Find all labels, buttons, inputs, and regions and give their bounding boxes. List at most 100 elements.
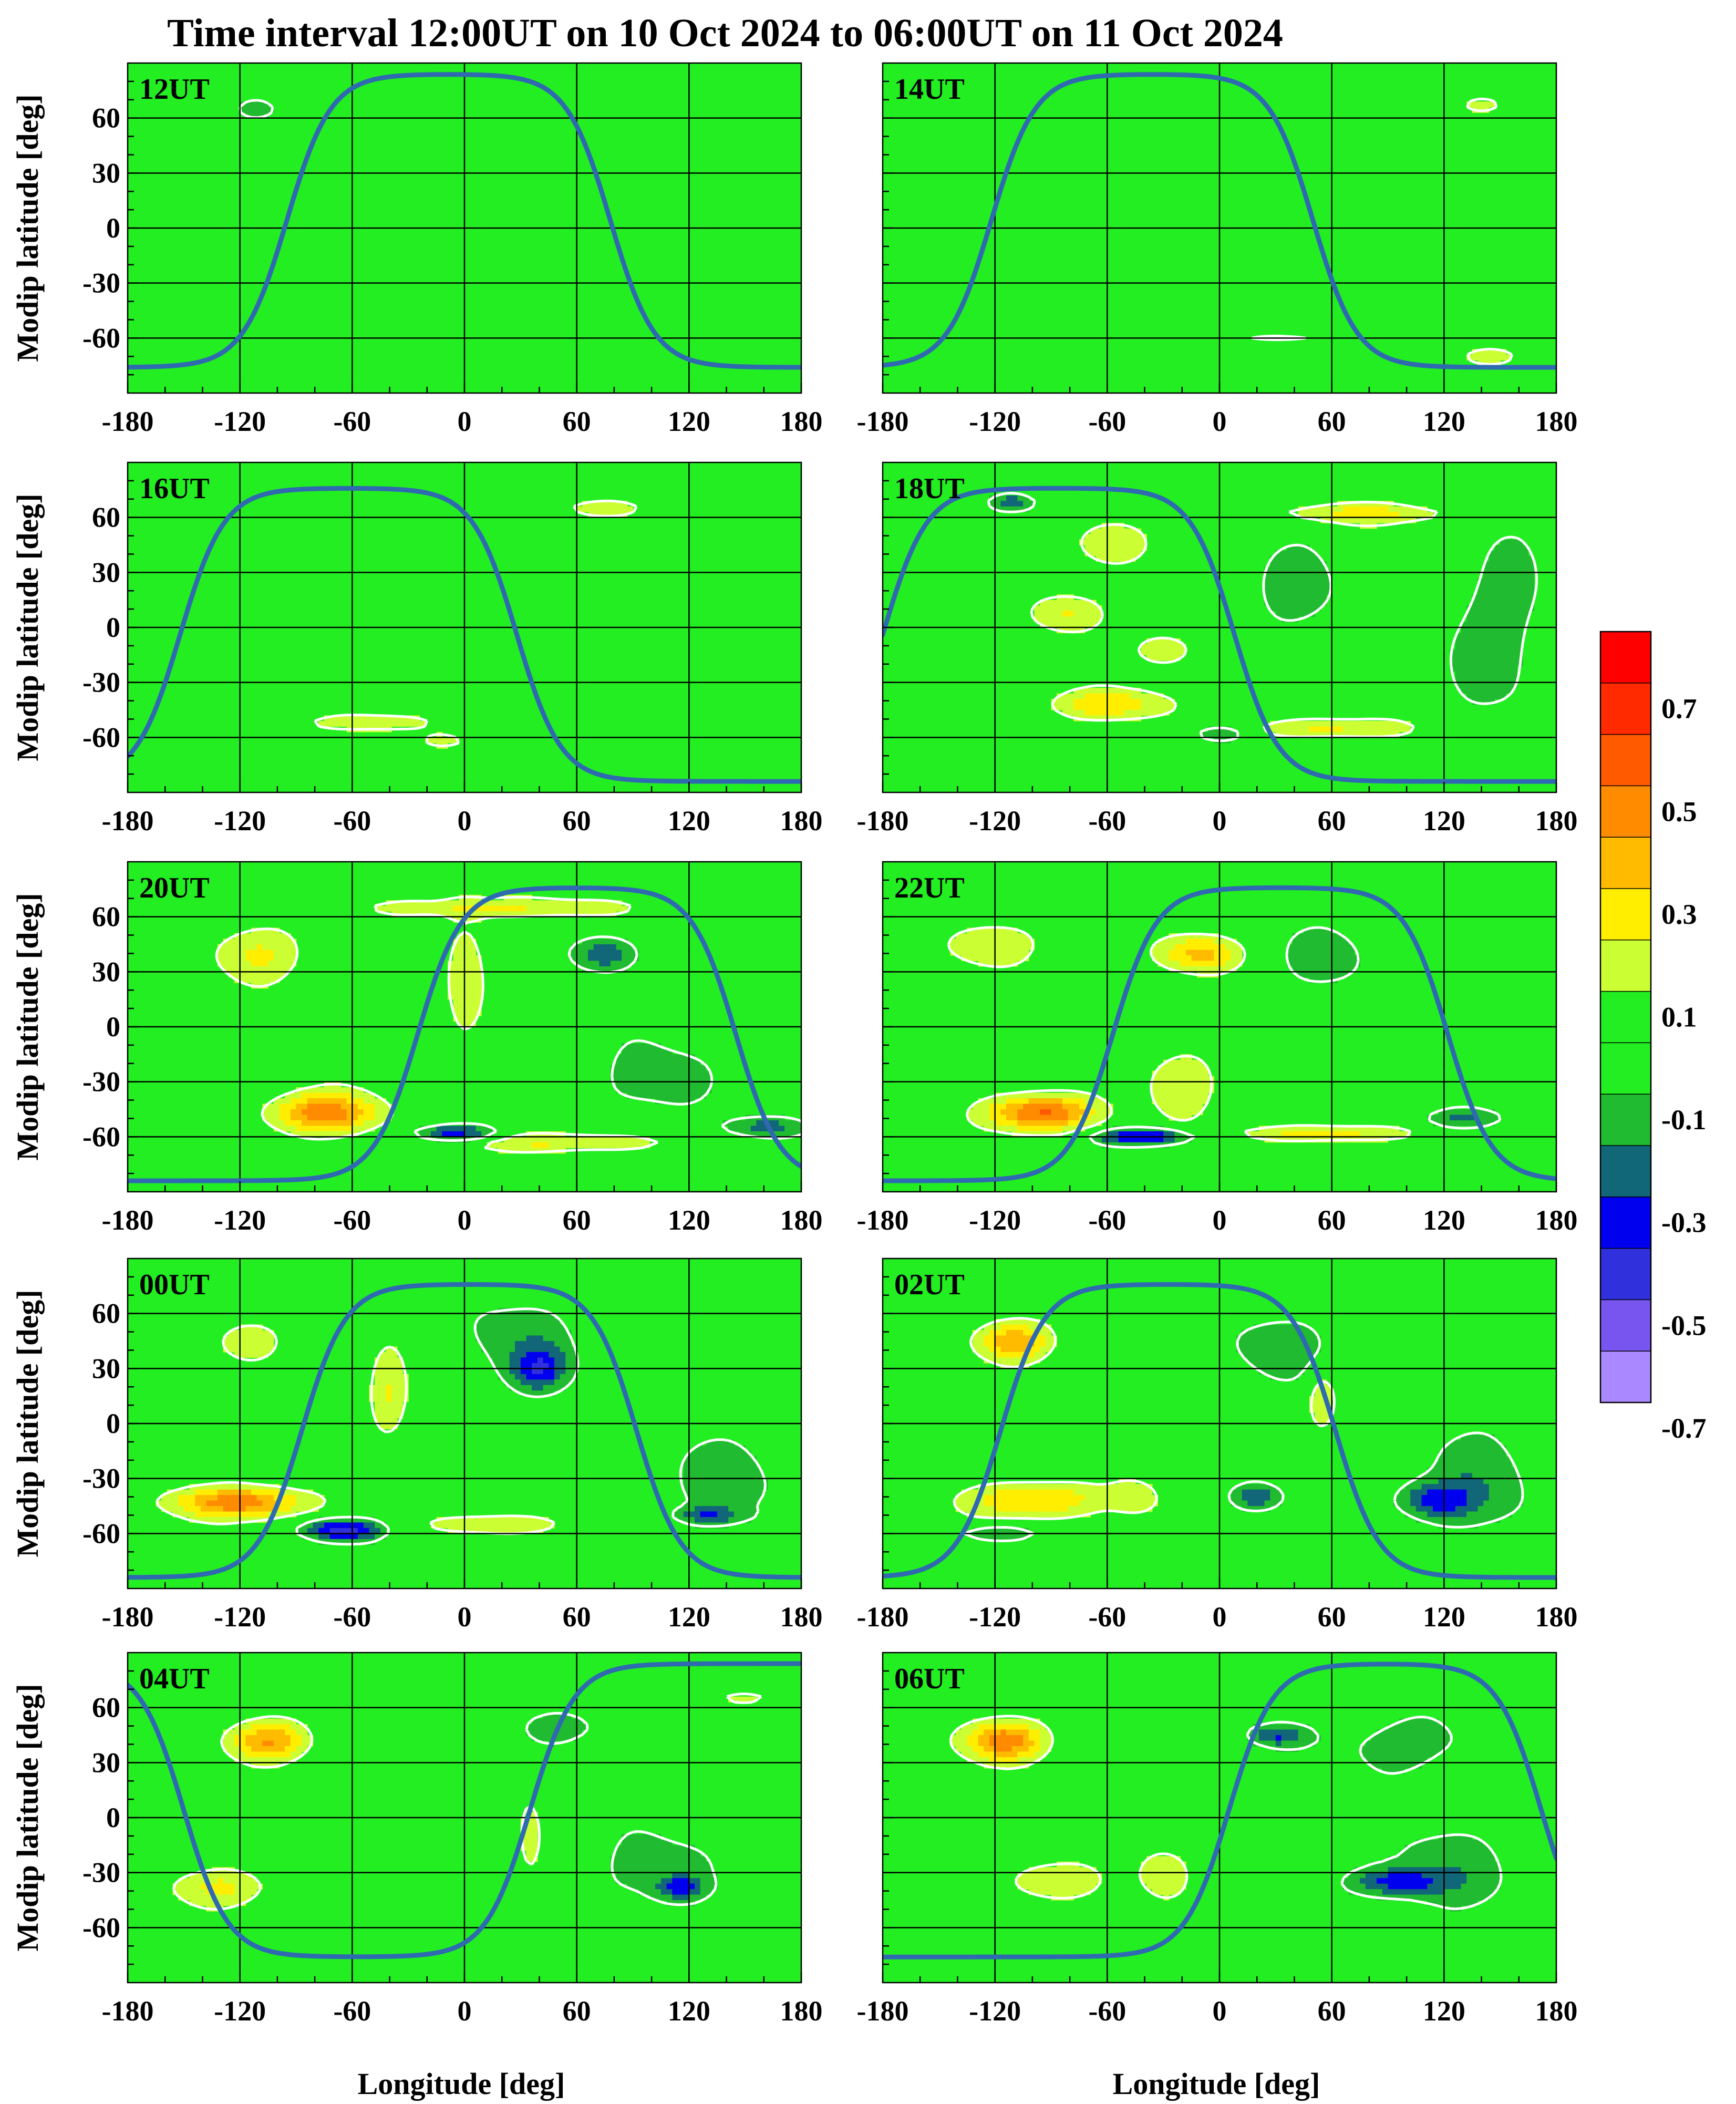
heatmap-cell [1068,1109,1074,1116]
x-tick-label: 180 [780,406,823,437]
heatmap-cell [1113,1142,1119,1148]
heatmap-cell [251,944,257,951]
heatmap-cell [1000,1495,1007,1501]
heatmap-cell [1494,1445,1501,1451]
contour-line [1088,926,1502,1149]
heatmap-cell [1057,1126,1063,1132]
heatmap-cell [1461,622,1467,628]
heatmap-cell [1494,1456,1501,1462]
heatmap-cell [706,1511,712,1518]
heatmap-cell [989,1098,996,1105]
heatmap-cell [341,1092,347,1099]
heatmap-cell [532,1363,538,1369]
heatmap-cell [223,1495,229,1501]
heatmap-cell [1084,1489,1091,1496]
heatmap-cell [476,994,482,1000]
heatmap-cell [346,1098,353,1105]
heatmap-cell [1477,622,1484,628]
heatmap-cell [1017,1120,1024,1126]
heatmap-cell [329,1533,336,1540]
heatmap-cell [380,1528,387,1534]
heatmap-cell [1489,616,1495,623]
heatmap-cell [1090,1506,1097,1512]
heatmap-cell [262,1751,268,1758]
heatmap-cell [324,1115,330,1121]
x-tick-label: 180 [780,805,823,837]
heatmap-cell [229,1735,235,1741]
heatmap-cell [1466,644,1473,650]
heatmap-cell [240,1735,246,1741]
heatmap-cell [627,1081,634,1088]
heatmap-cell [256,927,263,934]
heatmap-cell [1096,534,1102,540]
heatmap-cell [989,1489,996,1496]
heatmap-cell [358,720,364,727]
heatmap-cell [995,1098,1001,1105]
heatmap-cell [1472,600,1479,606]
heatmap-cell [397,1363,404,1369]
heatmap-cell [644,1054,650,1060]
heatmap-cell [593,905,600,912]
heatmap-cell [1320,972,1327,978]
heatmap-cell [1185,938,1192,945]
heatmap-cell [543,911,549,917]
y-axis-label: Modip latitude [deg] [11,493,45,761]
heatmap-cell [1494,594,1501,601]
heatmap-cell [1197,1092,1203,1099]
heatmap-cell [386,1407,392,1413]
heatmap-cell [666,1839,673,1845]
heatmap-cell [419,905,426,912]
heatmap-cell [1304,938,1310,945]
heatmap-cell [972,1495,979,1501]
x-tick-label: -120 [969,805,1021,837]
heatmap-cell [1304,555,1310,562]
heatmap-cell [1174,1065,1181,1071]
heatmap-cell [256,1506,263,1512]
heatmap-cell [733,1517,740,1523]
heatmap-cell [492,900,499,906]
heatmap-cell [476,1126,482,1132]
heatmap-cell [1090,1115,1097,1121]
heatmap-cell [689,1517,695,1523]
heatmap-cell [1461,677,1467,683]
heatmap-cell [487,1319,493,1325]
heatmap-cell [950,944,956,951]
heatmap-cell [1034,1500,1040,1507]
heatmap-cell [386,1385,392,1391]
heatmap-cell [989,1533,996,1540]
heatmap-cell [526,1828,532,1834]
heatmap-cell [335,1120,342,1126]
heatmap-cell [1079,616,1086,623]
heatmap-cell [526,1363,532,1369]
heatmap-cell [212,1500,218,1507]
heatmap-cell [728,1495,735,1501]
heatmap-cell [1006,1346,1012,1353]
heatmap-cell [492,1319,499,1325]
heatmap-cell [532,1729,538,1736]
heatmap-cell [678,1511,684,1518]
heatmap-cell [520,1346,527,1353]
heatmap-cell [995,1126,1001,1132]
heatmap-cell [279,944,285,951]
heatmap-cell [307,1115,314,1121]
heatmap-cell [262,972,268,978]
heatmap-cell [1163,950,1170,956]
heatmap-cell [1068,1489,1074,1496]
heatmap-cell [1068,710,1074,716]
heatmap-cell [1034,1346,1040,1353]
heatmap-cell [1505,688,1512,694]
heatmap-cell [1388,726,1394,733]
heatmap-cell [1461,688,1467,694]
heatmap-cell [610,905,617,912]
heatmap-cell [1130,688,1136,694]
heatmap-cell [1169,938,1175,945]
heatmap-cell [1489,1484,1495,1490]
heatmap-cell [700,1506,706,1512]
heatmap-cell [256,938,263,945]
heatmap-cell [660,1845,667,1851]
heatmap-cell [1382,517,1389,523]
heatmap-cell [610,1142,617,1148]
heatmap-cell [1011,1489,1018,1496]
heatmap-cell [481,1522,488,1529]
heatmap-cell [1028,1495,1035,1501]
